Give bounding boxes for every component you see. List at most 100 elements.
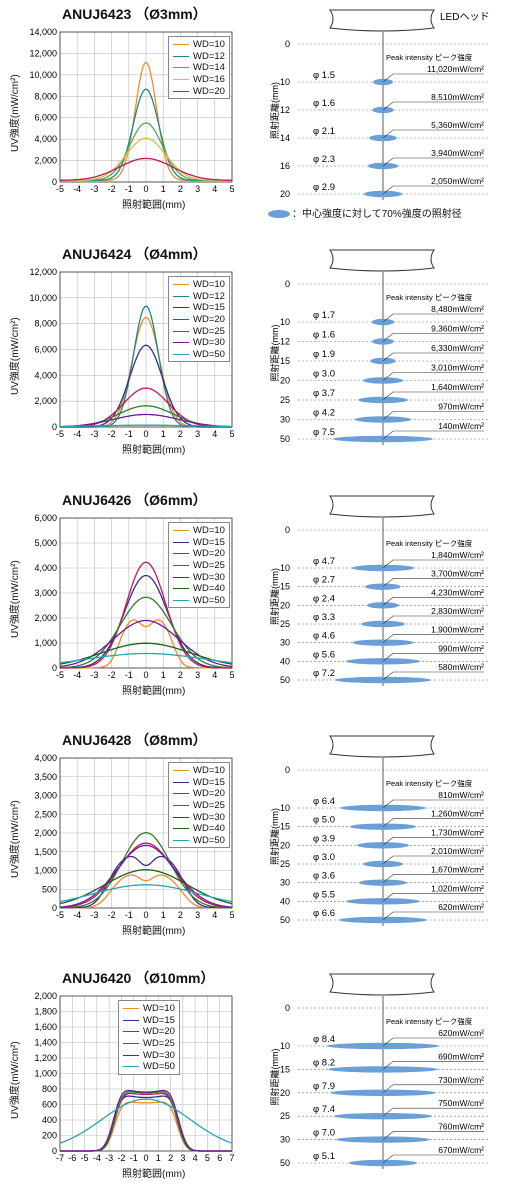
x-tick-label: 3 [195, 184, 200, 194]
leader-line [382, 313, 484, 323]
led-head-icon [329, 973, 435, 996]
peak-intensity-heading: Peak intensity ピーク強度 [386, 538, 473, 548]
distance-label: 50 [280, 1158, 290, 1168]
spot-ellipse [357, 842, 409, 849]
chart-panel-1: ANUJ6423 （Ø3mm） -5 -4 -3 -2 -1 0 1 2 3 4 5 0 2,000 4,0… [0, 4, 510, 214]
y-tick-label: 1,400 [34, 1038, 57, 1048]
spot-diameter-label: φ 3.0 [313, 369, 335, 380]
legend-swatch-icon [173, 295, 189, 297]
series-line-wd-50 [59, 1098, 233, 1144]
peak-intensity-value: 670mW/cm² [438, 1145, 484, 1155]
distance-label: 30 [280, 1135, 290, 1145]
x-axis-label: 照射範囲(mm) [122, 926, 186, 937]
y-axis-label: UV強度(mW/cm²) [10, 316, 21, 395]
legend-entry: WD=15 [123, 1015, 175, 1027]
y-tick-label: 0 [52, 663, 57, 673]
distance-label: 20 [280, 600, 290, 610]
x-tick-label: -1 [125, 429, 133, 439]
spot-diameter-label: φ 3.7 [313, 388, 335, 399]
legend-swatch-icon [123, 1066, 139, 1068]
y-tick-label: 4,000 [34, 134, 57, 144]
leader-line [382, 799, 484, 809]
x-tick-label: 1 [161, 184, 166, 194]
led-head-label: LEDヘッド [440, 12, 489, 23]
x-tick-label: 4 [193, 1153, 198, 1163]
series-line-wd-30 [60, 1089, 232, 1152]
legend-label: WD=20 [193, 548, 225, 560]
legend-entry: WD=12 [173, 51, 225, 63]
distance-label: 25 [280, 619, 290, 629]
series-line-wd-50 [59, 884, 233, 903]
leader-line [382, 893, 484, 902]
legend-swatch-icon [173, 44, 189, 46]
distance-label: 10 [280, 77, 290, 87]
leader-line [382, 391, 484, 401]
distance-label: 16 [280, 161, 290, 171]
peak-intensity-value: 760mW/cm² [438, 1122, 484, 1132]
legend-entry: WD=25 [173, 325, 225, 337]
peak-intensity-value: 810mW/cm² [438, 790, 484, 800]
x-tick-label: -2 [108, 184, 116, 194]
distance-label: 25 [280, 1111, 290, 1121]
legend-label: WD=50 [193, 834, 225, 846]
spot-diameter-label: φ 5.5 [313, 889, 335, 900]
y-axis-label: UV強度(mW/cm²) [10, 800, 21, 878]
y-tick-label: 2,000 [34, 991, 57, 1001]
legend-swatch-icon [123, 1054, 139, 1056]
x-tick-label: -2 [117, 1153, 125, 1163]
legend-swatch-icon [173, 55, 189, 57]
x-tick-label: -2 [108, 910, 116, 920]
x-tick-label: 2 [178, 429, 183, 439]
legend-label: WD=16 [193, 74, 225, 86]
legend-entry: WD=14 [173, 62, 225, 74]
legend-entry: WD=50 [173, 349, 225, 361]
legend-label: WD=30 [143, 1049, 175, 1061]
x-tick-label: -2 [108, 670, 116, 680]
distance-label: 20 [280, 376, 290, 386]
spot-diameter-label: φ 5.1 [313, 1151, 335, 1162]
spot-diameter-label: φ 4.2 [313, 408, 335, 419]
series-line-wd-10 [60, 619, 232, 669]
distance-label: 20 [280, 189, 290, 199]
y-tick-label: 1,000 [34, 866, 57, 876]
spot-diameter-label: φ 4.6 [313, 631, 335, 642]
distance-label: 20 [280, 840, 290, 850]
distance-label: 30 [280, 415, 290, 425]
legend-swatch-icon [173, 839, 189, 841]
legend-label: WD=30 [193, 811, 225, 823]
leader-line [382, 101, 484, 111]
leader-line [382, 671, 484, 681]
legend-entry: WD=30 [173, 571, 225, 583]
legend-entry: WD=16 [173, 74, 225, 86]
y-tick-label: 6,000 [34, 513, 57, 523]
leader-line [382, 615, 484, 625]
distance-label: 10 [280, 317, 290, 327]
legend-entry: WD=12 [173, 291, 225, 303]
spot-diameter-label: φ 7.9 [313, 1081, 335, 1092]
legend-entry: WD=10 [173, 525, 225, 537]
spot-diameter-label: φ 2.9 [313, 182, 335, 193]
led-head-icon [329, 495, 435, 518]
series-line-wd-40 [59, 642, 233, 665]
legend-entry: WD=10 [173, 279, 225, 291]
spot-legend-ellipse-icon [268, 210, 290, 219]
distance-label: 15 [280, 1064, 290, 1074]
legend-label: WD=15 [193, 776, 225, 788]
spot-diameter-label: φ 7.2 [313, 668, 335, 679]
legend-swatch-icon [173, 530, 189, 532]
legend-label: WD=50 [193, 594, 225, 606]
x-tick-label: -3 [90, 910, 98, 920]
spot-diameter-label: φ 8.4 [313, 1034, 335, 1045]
legend-entry: WD=50 [173, 835, 225, 847]
series-line-wd-10 [60, 874, 232, 909]
series-line-wd-20 [60, 561, 232, 669]
legend-entry: WD=20 [173, 788, 225, 800]
chart-title: ANUJ6423 （Ø3mm） [62, 6, 207, 22]
chart-legend: WD=10 WD=15 WD=20 WD=25 WD=30 WD=40 WD=50 [168, 522, 230, 609]
x-tick-label: 4 [212, 429, 217, 439]
legend-label: WD=20 [193, 85, 225, 97]
distance-label: 10 [280, 803, 290, 813]
y-tick-label: 2,000 [34, 156, 57, 166]
spot-diameter-label: φ 3.3 [313, 612, 335, 623]
leader-line [382, 411, 484, 420]
